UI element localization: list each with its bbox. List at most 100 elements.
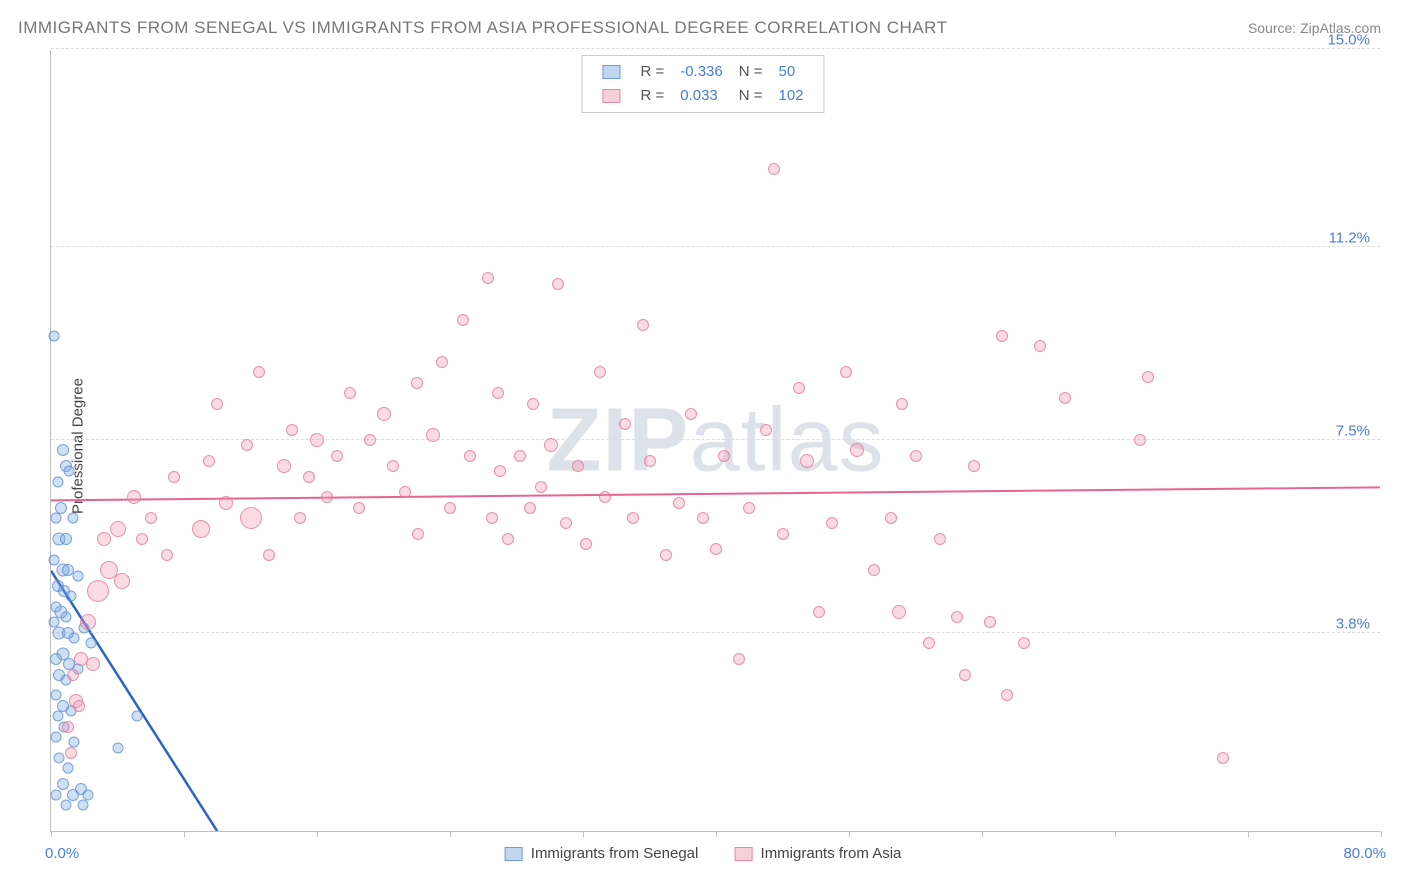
data-point	[627, 512, 639, 524]
data-point	[114, 573, 130, 589]
data-point	[457, 314, 469, 326]
legend-label: Immigrants from Senegal	[531, 845, 699, 862]
legend-item: Immigrants from Asia	[734, 845, 901, 862]
x-tick	[716, 831, 717, 837]
data-point	[145, 512, 157, 524]
x-tick	[184, 831, 185, 837]
data-point	[294, 512, 306, 524]
data-point	[219, 496, 233, 510]
x-tick	[583, 831, 584, 837]
data-point	[1142, 371, 1154, 383]
data-point	[718, 450, 730, 462]
legend-row: R = 0.033 N = 102	[594, 84, 811, 108]
data-point	[580, 538, 592, 550]
data-point	[1018, 637, 1030, 649]
legend-item: Immigrants from Senegal	[505, 845, 699, 862]
data-point	[524, 502, 536, 514]
legend-swatch	[734, 847, 752, 861]
legend-swatch	[602, 65, 620, 79]
data-point	[132, 711, 143, 722]
data-point	[57, 444, 69, 456]
data-point	[67, 669, 79, 681]
data-point	[850, 443, 864, 457]
data-point	[192, 520, 210, 538]
x-tick	[1248, 831, 1249, 837]
data-point	[777, 528, 789, 540]
data-point	[697, 512, 709, 524]
series-legend: Immigrants from Senegal Immigrants from …	[487, 845, 920, 862]
n-label: N =	[731, 60, 771, 84]
data-point	[572, 460, 584, 472]
data-point	[303, 471, 315, 483]
data-point	[62, 763, 73, 774]
data-point	[444, 502, 456, 514]
data-point	[996, 330, 1008, 342]
data-point	[486, 512, 498, 524]
data-point	[840, 366, 852, 378]
data-point	[535, 481, 547, 493]
data-point	[65, 747, 77, 759]
data-point	[82, 789, 93, 800]
data-point	[685, 408, 697, 420]
data-point	[387, 460, 399, 472]
correlation-legend: R = -0.336 N = 50 R = 0.033 N = 102	[581, 55, 824, 113]
data-point	[310, 433, 324, 447]
gridline	[51, 246, 1380, 247]
data-point	[733, 653, 745, 665]
data-point	[560, 517, 572, 529]
data-point	[127, 490, 141, 504]
data-point	[211, 398, 223, 410]
data-point	[411, 377, 423, 389]
data-point	[968, 460, 980, 472]
data-point	[241, 439, 253, 451]
data-point	[344, 387, 356, 399]
data-point	[768, 163, 780, 175]
x-min-label: 0.0%	[45, 845, 79, 862]
data-point	[263, 549, 275, 561]
data-point	[60, 799, 71, 810]
data-point	[660, 549, 672, 561]
data-point	[743, 502, 755, 514]
legend-row: R = -0.336 N = 50	[594, 60, 811, 84]
data-point	[86, 657, 100, 671]
data-point	[637, 319, 649, 331]
data-point	[161, 549, 173, 561]
y-tick-label: 7.5%	[1336, 423, 1370, 440]
plot-area: ZIPatlas 3.8%7.5%11.2%15.0%	[50, 50, 1380, 832]
data-point	[552, 278, 564, 290]
data-point	[67, 789, 79, 801]
data-point	[826, 517, 838, 529]
data-point	[253, 366, 265, 378]
x-tick	[317, 831, 318, 837]
data-point	[50, 653, 62, 665]
data-point	[1034, 340, 1046, 352]
data-point	[112, 742, 123, 753]
data-point	[1059, 392, 1071, 404]
y-tick-label: 15.0%	[1327, 32, 1370, 49]
data-point	[277, 459, 291, 473]
data-point	[73, 700, 85, 712]
y-tick-label: 11.2%	[1329, 230, 1370, 247]
data-point	[502, 533, 514, 545]
data-point	[240, 507, 262, 529]
data-point	[494, 465, 506, 477]
data-point	[544, 438, 558, 452]
data-point	[959, 669, 971, 681]
data-point	[85, 638, 96, 649]
r-value: -0.336	[672, 60, 731, 84]
x-tick	[51, 831, 52, 837]
data-point	[436, 356, 448, 368]
r-label: R =	[632, 84, 672, 108]
data-point	[412, 528, 424, 540]
data-point	[760, 424, 772, 436]
data-point	[619, 418, 631, 430]
n-label: N =	[731, 84, 771, 108]
data-point	[49, 330, 60, 341]
x-tick	[982, 831, 983, 837]
data-point	[69, 633, 80, 644]
legend-swatch	[505, 847, 523, 861]
data-point	[60, 612, 71, 623]
data-point	[64, 466, 75, 477]
data-point	[514, 450, 526, 462]
data-point	[110, 521, 126, 537]
